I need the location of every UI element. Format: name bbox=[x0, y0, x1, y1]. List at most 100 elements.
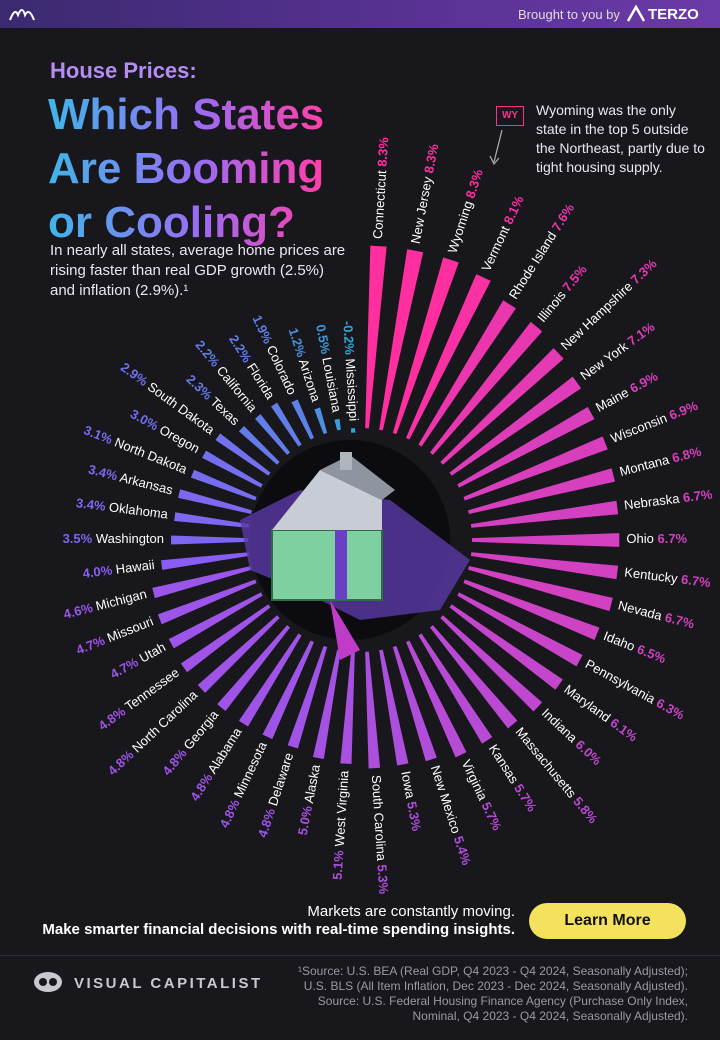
value-label: 8.3% bbox=[375, 136, 392, 167]
value-label: 7.5% bbox=[560, 262, 591, 295]
value-label: 3.4% bbox=[87, 462, 120, 484]
bar bbox=[334, 418, 341, 431]
bar bbox=[457, 406, 595, 488]
value-label: 4.8% bbox=[105, 747, 137, 779]
bar bbox=[405, 274, 491, 440]
learn-more-button[interactable]: Learn More bbox=[529, 903, 686, 939]
brought-by: Brought to you by bbox=[518, 7, 620, 22]
value-label: 4.8% bbox=[160, 746, 191, 779]
bar-label: 4.0% Hawaii bbox=[82, 557, 156, 581]
bar bbox=[470, 500, 619, 528]
logo-mark bbox=[9, 9, 35, 21]
bar bbox=[168, 592, 263, 649]
bar bbox=[312, 649, 341, 760]
bar bbox=[429, 321, 543, 455]
bar bbox=[174, 512, 250, 528]
state-name: Georgia bbox=[181, 707, 223, 753]
state-name: Nevada bbox=[616, 598, 664, 624]
value-label: 5.1% bbox=[330, 849, 347, 880]
bar bbox=[468, 468, 616, 514]
state-name: Washington bbox=[96, 531, 164, 546]
value-label: 2.2% bbox=[192, 338, 223, 371]
value-label: 8.1% bbox=[501, 193, 527, 227]
cta-line: Markets are constantly moving. bbox=[307, 903, 515, 920]
state-name: Nebraska bbox=[623, 491, 681, 513]
value-label: 8.3% bbox=[422, 142, 442, 174]
bar bbox=[254, 414, 291, 455]
bar bbox=[215, 433, 271, 476]
value-label: -0.2% bbox=[340, 320, 357, 355]
bar bbox=[457, 592, 583, 667]
bar bbox=[405, 640, 467, 758]
state-name: Louisiana bbox=[319, 356, 344, 414]
bar bbox=[418, 300, 516, 447]
bar-label: 3.5% Washington bbox=[63, 531, 164, 546]
source: ¹Source: U.S. BEA (Real GDP, Q4 2023 - Q… bbox=[298, 964, 688, 1024]
value-label: 6.3% bbox=[654, 696, 688, 724]
value-label: 5.3% bbox=[404, 800, 424, 832]
bar-label: Iowa 5.3% bbox=[398, 770, 424, 833]
cta-line: Make smarter financial decisions with re… bbox=[42, 921, 515, 938]
bar bbox=[171, 535, 249, 545]
state-name: Kansas bbox=[486, 742, 522, 787]
bar-label: Ohio 6.7% bbox=[626, 531, 687, 546]
bar bbox=[340, 651, 355, 765]
state-name: Idaho bbox=[601, 628, 637, 654]
title-line: Are Booming bbox=[48, 144, 325, 193]
value-label: 6.7% bbox=[682, 487, 714, 506]
value-label: 5.7% bbox=[511, 781, 540, 814]
kicker: House Prices: bbox=[50, 58, 197, 83]
state-name: Vermont bbox=[479, 223, 513, 274]
annotation-arrow bbox=[489, 129, 503, 166]
value-label: 8.3% bbox=[463, 167, 487, 200]
bar bbox=[470, 552, 619, 580]
bar-label: Connecticut 8.3% bbox=[370, 136, 391, 239]
center-illustration bbox=[240, 440, 470, 660]
bar-label: Illinois 7.5% bbox=[534, 262, 590, 325]
bar-label: 5.0% Alaska bbox=[295, 763, 323, 837]
state-name: Montana bbox=[618, 452, 671, 479]
annotation-tag: WY bbox=[496, 106, 524, 126]
brand-mark bbox=[34, 972, 62, 992]
bar bbox=[392, 645, 437, 762]
state-name: Mississippi bbox=[342, 358, 361, 422]
value-label: 2.2% bbox=[226, 332, 255, 365]
bar bbox=[471, 533, 620, 547]
brand: VISUAL CAPITALIST bbox=[74, 975, 263, 992]
bar bbox=[463, 436, 608, 501]
bar bbox=[468, 566, 613, 612]
value-label: 3.5% bbox=[63, 531, 93, 546]
state-name: New York bbox=[578, 339, 632, 384]
value-label: 2.3% bbox=[183, 372, 215, 404]
bar-label: Wyoming 8.3% bbox=[445, 167, 486, 255]
bar bbox=[262, 640, 315, 740]
bar-label: Virginia 5.7% bbox=[458, 757, 504, 833]
bar bbox=[157, 579, 257, 625]
state-name: Connecticut bbox=[370, 170, 389, 240]
value-label: 6.9% bbox=[667, 398, 700, 423]
value-label: 6.7% bbox=[657, 531, 687, 546]
source-line: U.S. BLS (All Item Inflation, Dec 2023 -… bbox=[303, 979, 688, 993]
bar-label: New Jersey 8.3% bbox=[408, 142, 442, 245]
bar-label: Vermont 8.1% bbox=[479, 193, 528, 274]
state-name: Wisconsin bbox=[609, 411, 670, 447]
value-label: 4.6% bbox=[62, 600, 95, 622]
bar bbox=[351, 428, 356, 433]
state-name: Arkansas bbox=[118, 470, 175, 498]
state-name: Indiana bbox=[539, 706, 581, 747]
state-name: Alaska bbox=[301, 763, 323, 805]
state-name: Ohio bbox=[626, 531, 653, 546]
bar-label: Montana 6.8% bbox=[618, 444, 703, 479]
bar bbox=[291, 399, 315, 440]
value-label: 0.5% bbox=[313, 323, 333, 355]
bar-label: 5.1% West Virginia bbox=[330, 769, 352, 880]
value-label: 4.8% bbox=[187, 770, 216, 803]
state-name: New Jersey bbox=[408, 175, 436, 245]
subtitle: In nearly all states, average home price… bbox=[50, 242, 346, 299]
state-name: Maine bbox=[593, 385, 631, 415]
bar bbox=[152, 566, 252, 599]
bar bbox=[379, 649, 409, 766]
value-label: 3.0% bbox=[128, 406, 162, 434]
